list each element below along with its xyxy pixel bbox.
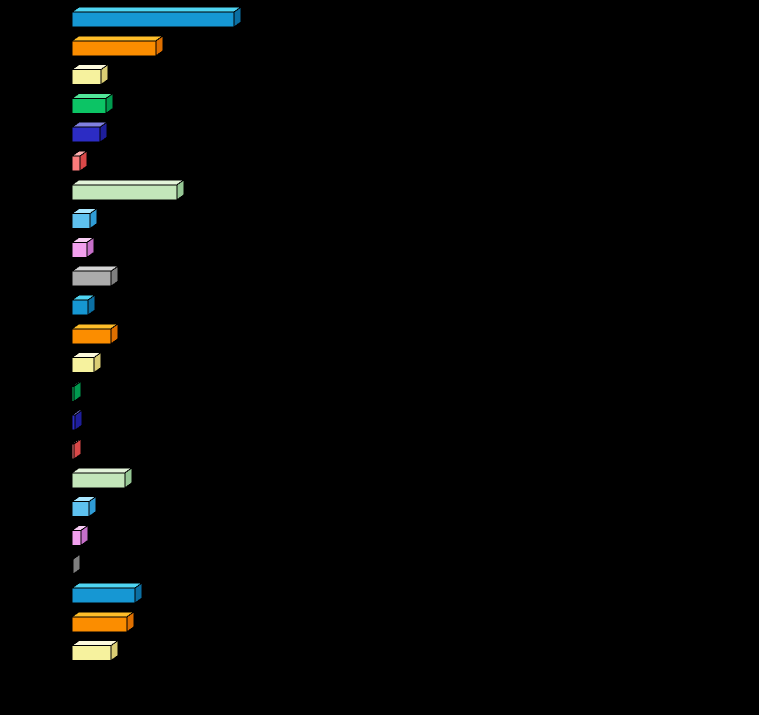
bar-13 [70,351,103,374]
bar-5 [70,121,109,144]
bar-19 [70,524,90,547]
bar-2 [70,34,165,57]
bar-23-top-face [70,640,120,647]
bar-4-top-face [70,92,115,99]
bar-21 [70,582,144,604]
bar-2-top-face [70,35,165,42]
bar-6-front-face [71,155,81,172]
bar-11 [70,294,97,316]
bar-23-front-face [71,645,112,662]
bar-21-front-face [71,587,136,604]
bar-22-top-face [70,611,136,618]
bar-9-front-face [71,241,88,258]
bar-14 [70,380,83,403]
bar-3 [70,63,110,86]
bar-12-front-face [71,328,112,345]
bar-6 [70,150,89,172]
bar-7-top-face [70,179,186,186]
bar-1 [70,6,243,28]
bar-16 [70,438,83,460]
bar-12-top-face [70,323,120,330]
bar-11-front-face [71,299,89,316]
bar-5-top-face [70,121,109,128]
bar-18 [70,495,98,518]
bar-20 [70,553,82,576]
bar-15 [70,409,84,432]
bar-10-front-face [71,270,112,287]
bar-10-top-face [70,265,120,272]
bar-1-front-face [71,11,235,28]
bar-7 [70,178,186,201]
bar-3-front-face [71,69,102,86]
bar-19-front-face [71,529,82,546]
bar-1-top-face [70,6,243,13]
bar-17 [70,466,134,489]
bar-21-top-face [70,582,144,589]
bar-5-front-face [71,126,101,143]
bar-8-front-face [71,213,91,230]
bar-16-front-face [71,443,75,460]
bar-12 [70,322,120,345]
bar-3-top-face [70,64,110,71]
bar-14-front-face [71,385,75,402]
bar-15-front-face [71,414,76,431]
bar-22 [70,610,136,633]
bar-4 [70,92,115,115]
bar-18-front-face [71,501,90,518]
bar-23 [70,639,120,662]
bar-4-front-face [71,97,107,114]
bar-10 [70,265,120,288]
bar-22-front-face [71,616,128,633]
bar-20-front-face [71,558,74,575]
bar-13-front-face [71,357,95,374]
bar-17-top-face [70,467,134,474]
bar-2-front-face [71,40,157,57]
bar-9 [70,236,96,259]
bar-7-front-face [71,184,178,201]
bar-8 [70,207,99,230]
bar-17-front-face [71,472,126,489]
